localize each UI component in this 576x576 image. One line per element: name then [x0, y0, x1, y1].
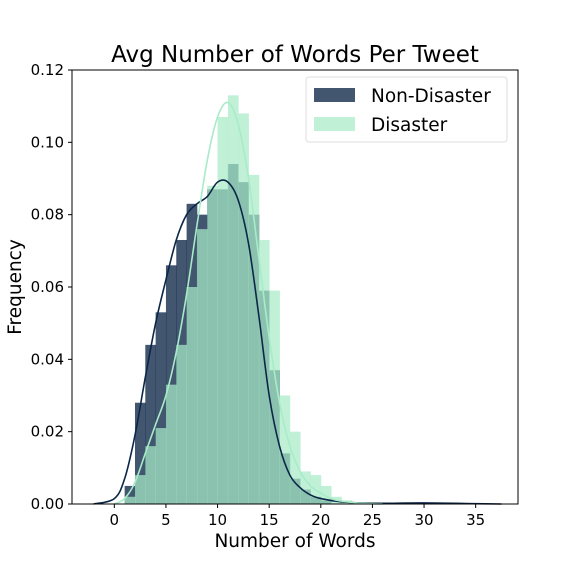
y-axis-label: Frequency: [5, 239, 26, 335]
bar-disaster-12: [248, 174, 260, 504]
kde-curves: [93, 101, 502, 505]
bar-disaster-15: [279, 395, 291, 504]
x-tick-label-15: 15: [260, 511, 279, 529]
x-tick-label-35: 35: [466, 511, 485, 529]
bar-non-disaster-0: [124, 485, 136, 504]
bar-disaster-13: [258, 239, 270, 505]
bar-disaster-6: [186, 287, 198, 504]
x-tick-label-20: 20: [311, 511, 330, 529]
bar-disaster-16: [289, 431, 301, 504]
y-tick-label-1: 0.02: [31, 423, 64, 441]
x-tick-label-25: 25: [363, 511, 382, 529]
bar-disaster-1: [134, 475, 146, 504]
legend-frame: [305, 76, 508, 143]
bar-disaster-0: [124, 496, 136, 504]
kde-line-non-disaster: [93, 179, 502, 505]
legend-label-disaster: Disaster: [371, 115, 448, 136]
bar-disaster-14: [269, 290, 280, 504]
bar-disaster-9: [217, 117, 229, 505]
x-tick-label-30: 30: [415, 511, 434, 529]
y-tick-label-0: 0.00: [31, 495, 64, 513]
legend-label-non-disaster: Non-Disaster: [371, 86, 491, 107]
y-tick-label-2: 0.04: [31, 350, 64, 368]
bar-disaster-4: [165, 384, 177, 504]
bar-disaster-7: [196, 229, 208, 504]
legend-swatch-disaster: [314, 117, 355, 131]
bar-non-disaster-2: [145, 344, 157, 504]
bar-disaster-5: [176, 344, 187, 504]
y-tick-label-3: 0.06: [31, 278, 64, 296]
bar-disaster-11: [238, 113, 249, 505]
x-tick-label-0: 0: [110, 511, 120, 529]
bar-disaster-2: [145, 446, 157, 504]
legend-swatch-non-disaster: [314, 88, 355, 102]
kde-line-disaster: [113, 101, 383, 505]
bar-disaster-8: [207, 185, 218, 505]
y-tick-label-5: 0.10: [31, 133, 64, 151]
chart-title: Avg Number of Words Per Tweet: [111, 42, 479, 68]
bar-disaster-19: [320, 485, 332, 504]
histogram-bars: [124, 95, 353, 505]
bar-disaster-3: [155, 428, 167, 504]
x-axis-label: Number of Words: [214, 531, 375, 552]
x-tick-label-10: 10: [208, 511, 227, 529]
bars-disaster: [124, 95, 353, 505]
y-axis-ticks: 0.00 0.02 0.04 0.06 0.08 0.10 0.12: [31, 61, 72, 513]
y-tick-label-4: 0.08: [31, 206, 64, 224]
x-axis-ticks: 0 5 10 15 20 25 30 35: [110, 504, 485, 529]
x-tick-label-5: 5: [161, 511, 171, 529]
bar-disaster-10: [227, 95, 239, 504]
legend: Non-Disaster Disaster: [305, 76, 508, 143]
bar-non-disaster-1: [134, 402, 146, 504]
bar-disaster-17: [300, 471, 311, 504]
y-tick-label-6: 0.12: [31, 61, 64, 79]
